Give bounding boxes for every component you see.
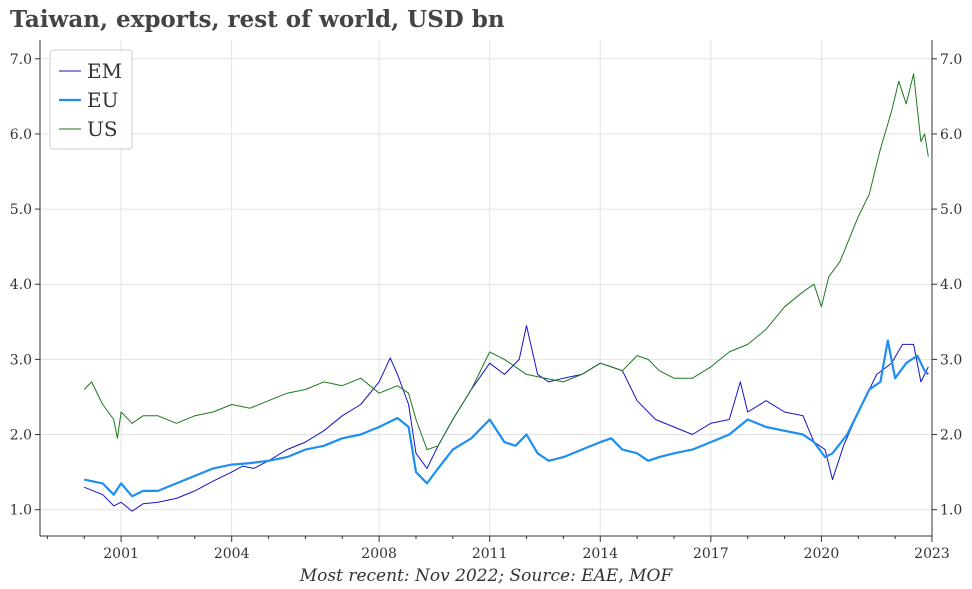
y-tick-label-left: 2.0 xyxy=(10,428,32,444)
x-tick-label: 2014 xyxy=(582,546,618,562)
legend-box xyxy=(49,49,133,150)
series-line-us xyxy=(83,73,929,451)
series-line-eu xyxy=(83,339,930,498)
grid-lines xyxy=(40,40,933,536)
line-chart: 1.0 1.0 2.0 2.0 3.0 3.0 4.0 4.0 5.0 5.0 6.0 6.0 7.0 7… xyxy=(10,40,962,562)
y-tick-label-right: 1.0 xyxy=(940,503,962,519)
series-lines xyxy=(83,73,930,512)
y-tick-label-left: 6.0 xyxy=(10,127,32,143)
y-tick-label-left: 4.0 xyxy=(10,277,32,293)
y-tick-label-right: 3.0 xyxy=(940,352,962,368)
y-tick-label-right: 5.0 xyxy=(940,202,962,218)
legend: EM EU US xyxy=(49,49,133,150)
x-tick-label: 2023 xyxy=(914,546,950,562)
axes: 1.0 1.0 2.0 2.0 3.0 3.0 4.0 4.0 5.0 5.0 6.0 6.0 7.0 7… xyxy=(10,40,962,562)
y-tick-label-right: 4.0 xyxy=(940,277,962,293)
legend-label-eu: EU xyxy=(87,88,118,112)
y-tick-label-right: 7.0 xyxy=(940,52,962,68)
x-tick-label: 2017 xyxy=(693,546,729,562)
legend-label-em: EM xyxy=(87,59,122,83)
series-line-em xyxy=(84,325,929,512)
y-tick-label-left: 5.0 xyxy=(10,202,32,218)
y-tick-label-right: 2.0 xyxy=(940,428,962,444)
y-tick-label-left: 7.0 xyxy=(10,52,32,68)
chart-title: Taiwan, exports, rest of world, USD bn xyxy=(10,6,505,33)
x-tick-label: 2004 xyxy=(214,546,250,562)
source-caption: Most recent: Nov 2022; Source: EAE, MOF xyxy=(299,566,673,586)
x-tick-label: 2008 xyxy=(361,546,397,562)
x-tick-label: 2020 xyxy=(804,546,840,562)
legend-label-us: US xyxy=(87,117,118,141)
y-tick-label-left: 3.0 xyxy=(10,352,32,368)
x-tick-label: 2001 xyxy=(103,546,139,562)
y-tick-label-left: 1.0 xyxy=(10,503,32,519)
y-tick-label-right: 6.0 xyxy=(940,127,962,143)
x-tick-label: 2011 xyxy=(472,546,508,562)
